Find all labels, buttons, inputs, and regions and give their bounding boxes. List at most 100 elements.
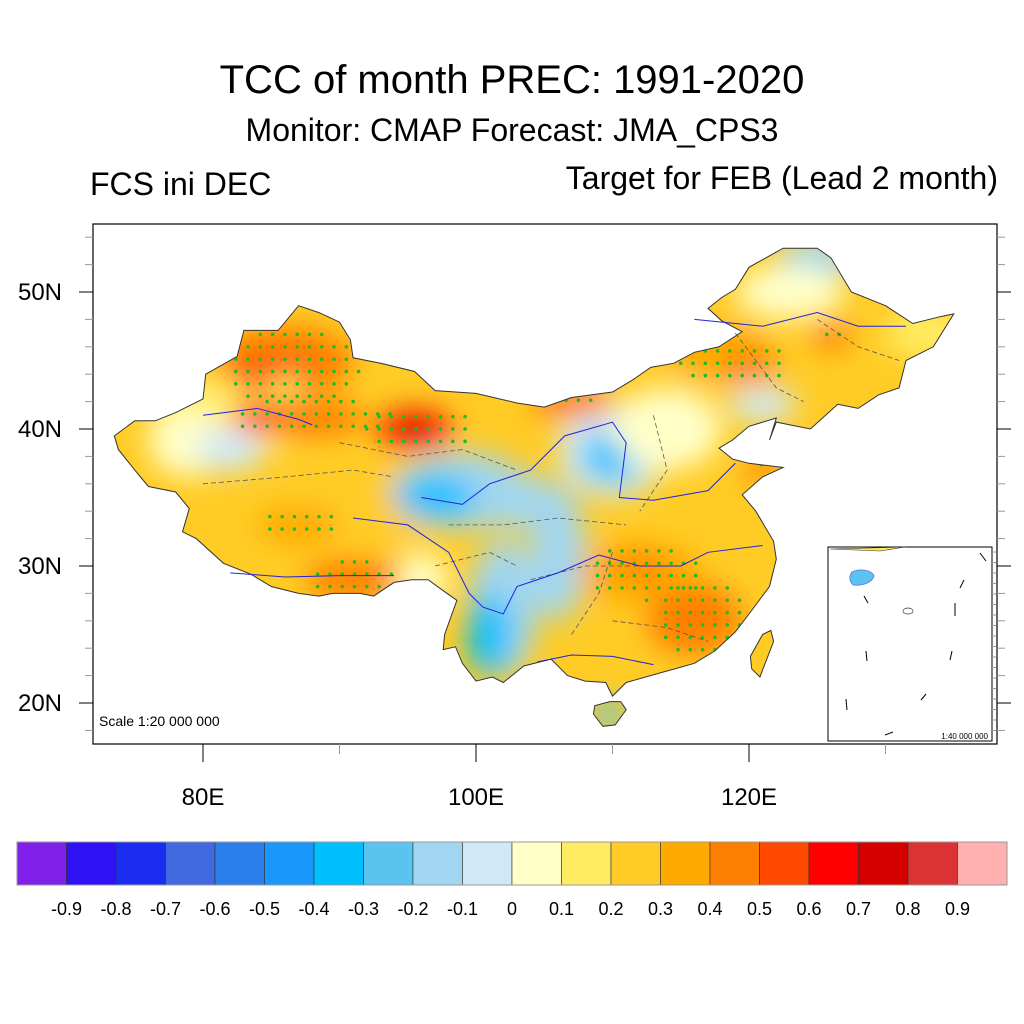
stipple-dot [280, 514, 284, 519]
stipple-dot [328, 572, 332, 577]
stipple-dot [740, 349, 744, 353]
nine-dash-line [863, 595, 869, 604]
stipple-dot [688, 623, 693, 627]
tcc-blob [530, 385, 613, 419]
stipple-dot [713, 623, 717, 627]
stipple-dot [644, 561, 649, 566]
stipple-dot [620, 549, 624, 553]
colorbar-box [511, 841, 562, 886]
stipple-dot [283, 332, 287, 337]
stipple-dot [365, 427, 369, 431]
stipple-dot [725, 647, 729, 652]
stipple-dot [295, 381, 299, 386]
stipple-dot [576, 398, 581, 403]
stipple-dot [265, 412, 269, 416]
stipple-dot [438, 427, 443, 431]
scale-label: Scale 1:20 000 000 [99, 713, 220, 729]
province-border [571, 552, 613, 635]
stipple-dot [319, 357, 324, 361]
stipple-dot [607, 586, 612, 590]
stipple-dot [389, 439, 394, 444]
stipple-dot [283, 394, 287, 398]
stipple-dot [283, 357, 287, 361]
stipple-dot [307, 345, 312, 349]
colorbar-box [363, 841, 414, 886]
stipple-dot [740, 373, 744, 378]
stipple-dot [319, 345, 324, 349]
colorbar-label: 0.8 [895, 899, 920, 919]
stipple-dot [713, 586, 717, 590]
colorbar-label: 0.7 [846, 899, 871, 919]
stipple-dot [438, 414, 443, 419]
stipple-dot [644, 549, 649, 553]
stipple-dot [277, 399, 282, 404]
stipple-dot [265, 424, 269, 429]
stipple-dot [332, 381, 336, 386]
stipple-dot [258, 381, 263, 386]
stipple-dot [270, 345, 275, 349]
stipple-dot [344, 357, 349, 361]
inset-coast [829, 546, 906, 552]
stipple-dot [644, 598, 649, 603]
stipple-dot [332, 357, 336, 361]
stipple-dot [304, 514, 309, 519]
stipple-dot [328, 584, 332, 589]
stipple-dot [332, 345, 336, 349]
stipple-dot [700, 586, 705, 590]
river [353, 517, 763, 615]
stipple-dot [463, 427, 467, 431]
province-border [817, 319, 900, 361]
stipple-dot [725, 610, 729, 615]
stipple-dot [669, 561, 673, 566]
stipple-dot [339, 399, 343, 404]
stipple-dot [657, 561, 661, 566]
tcc-blob [233, 404, 283, 427]
stipple-dot [246, 369, 250, 374]
stipple-dot [377, 439, 381, 444]
stipple-dot [295, 332, 299, 337]
stipple-dot [764, 361, 769, 366]
inset-scale-label: 1:40 000 000 [941, 732, 988, 741]
stipple-dot [233, 369, 238, 374]
stipple-dot [319, 381, 324, 386]
stipple-dot [688, 586, 693, 590]
stipple-dot [365, 584, 369, 589]
stipple-dot [270, 332, 275, 337]
stipple-dot [307, 369, 312, 374]
stipple-dot [314, 412, 319, 416]
stipple-dot [703, 373, 708, 378]
china-border [113, 247, 955, 727]
stipple-dot [657, 573, 661, 578]
tcc-blob [530, 483, 586, 621]
stipple-dot [552, 386, 556, 390]
stipple-dot [326, 399, 331, 404]
tcc-blob [257, 505, 340, 545]
stipple-dot [693, 586, 698, 590]
stipple-dot [595, 561, 600, 566]
stipple-dot [663, 610, 668, 615]
stipple-dot [295, 394, 299, 398]
colorbar-box [165, 841, 216, 886]
stipple-dot [669, 549, 673, 553]
province-border [735, 332, 804, 402]
river [537, 654, 654, 666]
colorbar-box [709, 841, 760, 886]
stipple-dot [270, 381, 275, 386]
stipple-dot [539, 386, 544, 390]
stipple-dot [246, 394, 250, 398]
stipple-dot [401, 427, 406, 431]
stipple-dot [314, 424, 319, 429]
stipple-dot [688, 598, 693, 603]
colorbar-box [660, 841, 711, 886]
stipple-dot [307, 381, 312, 386]
nine-dash-line [959, 579, 965, 589]
stipple-dot [377, 414, 381, 419]
tcc-blob [721, 352, 777, 383]
stipple-dot [258, 332, 263, 337]
target-label: Target for FEB (Lead 2 month) [565, 160, 998, 196]
stipple-dot [265, 399, 269, 404]
stipple-dot [703, 361, 708, 366]
colorbar-box [412, 841, 463, 886]
chart-subtitle: Monitor: CMAP Forecast: JMA_CPS3 [245, 112, 779, 148]
colorbar-box [16, 841, 67, 886]
